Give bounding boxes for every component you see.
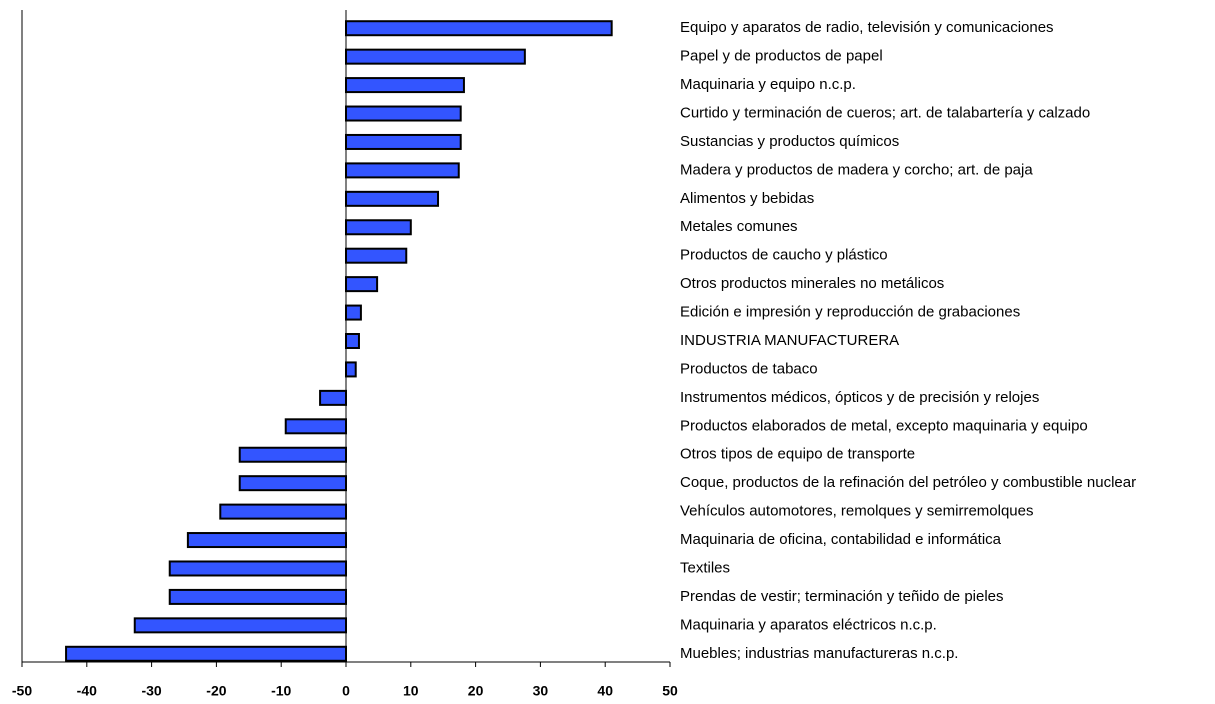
- bar: [345, 304, 362, 321]
- x-tick-label: -40: [77, 683, 97, 699]
- category-label: Alimentos y bebidas: [680, 190, 814, 207]
- category-label: Prendas de vestir; terminación y teñido …: [680, 588, 1004, 605]
- category-label: Productos de tabaco: [680, 360, 818, 377]
- bar: [219, 503, 347, 520]
- x-tick-label: 0: [342, 683, 350, 699]
- bar: [168, 588, 347, 605]
- bar: [238, 446, 347, 463]
- bar: [345, 105, 462, 122]
- bar: [238, 475, 347, 492]
- x-tick-label: 40: [597, 683, 613, 699]
- bar: [345, 190, 440, 207]
- bar: [65, 645, 348, 662]
- bar: [345, 247, 408, 264]
- category-label: Otros tipos de equipo de transporte: [680, 446, 915, 463]
- category-label: INDUSTRIA MANUFACTURERA: [680, 332, 899, 349]
- category-label: Productos de caucho y plástico: [680, 247, 888, 264]
- category-label: Textiles: [680, 559, 730, 576]
- x-tick-label: 30: [533, 683, 549, 699]
- category-label: Papel y de productos de papel: [680, 48, 883, 65]
- category-label: Vehículos automotores, remolques y semir…: [680, 503, 1034, 520]
- category-label: Coque, productos de la refinación del pe…: [680, 474, 1136, 491]
- category-label: Instrumentos médicos, ópticos y de preci…: [680, 389, 1039, 406]
- category-label: Edición e impresión y reproducción de gr…: [680, 304, 1020, 321]
- x-tick-label: -30: [141, 683, 161, 699]
- x-tick-label: -50: [12, 683, 32, 699]
- category-label: Madera y productos de madera y corcho; a…: [680, 161, 1033, 178]
- bar: [345, 20, 613, 37]
- bar: [345, 333, 360, 349]
- category-label: Curtido y terminación de cueros; art. de…: [680, 104, 1090, 121]
- bar: [345, 361, 357, 378]
- bar: [168, 560, 347, 577]
- bar: [319, 389, 347, 406]
- category-label: Maquinaria y equipo n.c.p.: [680, 76, 856, 93]
- bar: [133, 617, 347, 634]
- category-label: Productos elaborados de metal, excepto m…: [680, 417, 1088, 434]
- category-label: Equipo y aparatos de radio, televisión y…: [680, 19, 1054, 36]
- category-label: Maquinaria de oficina, contabilidad e in…: [680, 531, 1002, 548]
- x-tick-label: 10: [403, 683, 419, 699]
- bar: [345, 133, 462, 150]
- x-tick-label: 50: [662, 683, 678, 699]
- x-tick-label: 20: [468, 683, 484, 699]
- category-label: Muebles; industrias manufactureras n.c.p…: [680, 645, 958, 662]
- bar: [345, 219, 412, 236]
- bar: [186, 532, 347, 549]
- bar: [345, 48, 526, 65]
- bar: [345, 162, 460, 179]
- x-tick-label: -10: [271, 683, 291, 699]
- bar: [345, 276, 379, 293]
- category-label: Otros productos minerales no metálicos: [680, 275, 944, 292]
- category-label: Maquinaria y aparatos eléctricos n.c.p.: [680, 616, 937, 633]
- category-label: Metales comunes: [680, 218, 798, 235]
- bar: [284, 418, 347, 435]
- x-tick-label: -20: [206, 683, 226, 699]
- bar: [345, 77, 465, 94]
- category-label: Sustancias y productos químicos: [680, 133, 899, 150]
